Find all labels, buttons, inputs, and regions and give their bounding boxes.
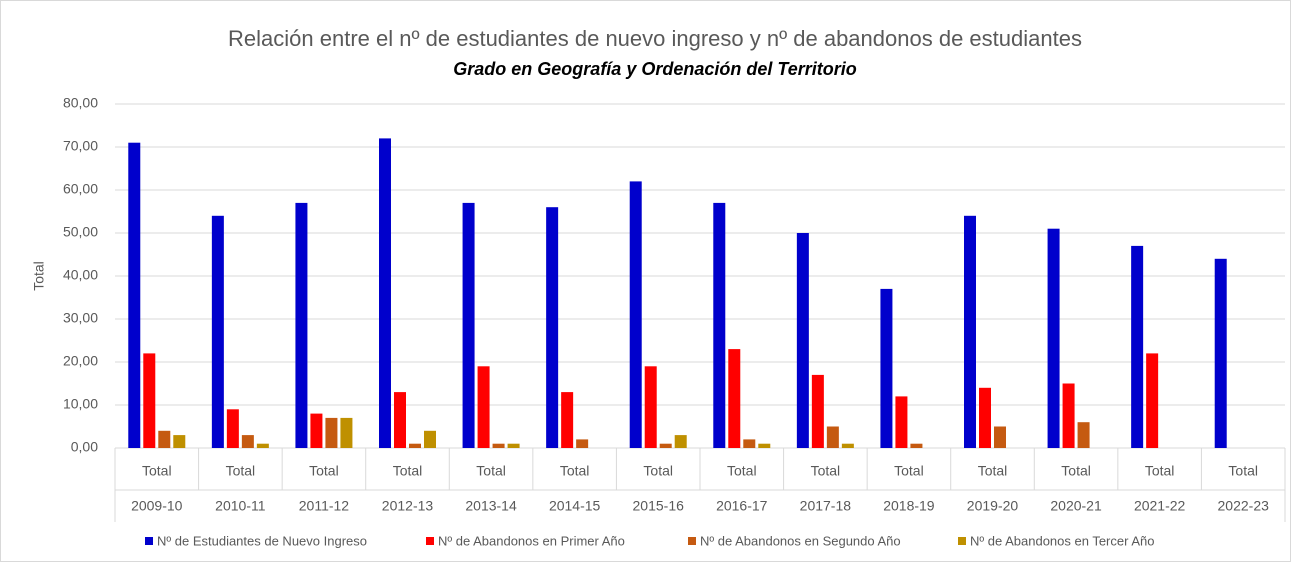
bar xyxy=(880,288,893,448)
bar xyxy=(576,439,589,448)
x-tick-label: 2020-21 xyxy=(1050,498,1102,514)
bar xyxy=(629,181,642,448)
legend-swatch xyxy=(145,537,153,545)
x-tick-label: 2019-20 xyxy=(967,498,1019,514)
bar xyxy=(546,207,559,448)
bar xyxy=(424,430,436,448)
x-tick-sublabel: Total xyxy=(1228,463,1258,479)
y-tick-label: 50,00 xyxy=(63,224,98,240)
legend-swatch xyxy=(426,537,434,545)
x-tick-label: 2017-18 xyxy=(800,498,852,514)
y-tick-label: 60,00 xyxy=(63,181,98,197)
bar xyxy=(462,202,475,448)
x-tick-sublabel: Total xyxy=(142,463,172,479)
y-tick-label: 10,00 xyxy=(63,396,98,412)
bar xyxy=(325,417,338,448)
chart-subtitle: Grado en Geografía y Ordenación del Terr… xyxy=(453,59,856,79)
bar xyxy=(1077,422,1090,448)
legend-label: Nº de Abandonos en Primer Año xyxy=(438,533,625,548)
bar xyxy=(226,409,239,448)
x-tick-label: 2009-10 xyxy=(131,498,183,514)
bar xyxy=(507,443,520,448)
bar xyxy=(895,396,908,448)
x-tick-label: 2018-19 xyxy=(883,498,935,514)
x-tick-label: 2014-15 xyxy=(549,498,601,514)
bar xyxy=(1146,353,1159,448)
x-tick-sublabel: Total xyxy=(1061,463,1091,479)
bar xyxy=(143,353,156,448)
bar xyxy=(310,413,323,448)
x-tick-sublabel: Total xyxy=(811,463,841,479)
bar xyxy=(340,417,353,448)
x-tick-label: 2015-16 xyxy=(633,498,685,514)
bar xyxy=(659,443,672,448)
bar xyxy=(173,435,186,448)
bar xyxy=(1062,383,1075,448)
x-tick-sublabel: Total xyxy=(309,463,339,479)
bar xyxy=(644,366,657,448)
chart-title: Relación entre el nº de estudiantes de n… xyxy=(228,26,1082,51)
bar xyxy=(964,215,976,448)
y-tick-label: 20,00 xyxy=(63,353,98,369)
bar xyxy=(674,435,687,448)
bar xyxy=(394,392,406,448)
bar xyxy=(256,443,269,448)
bar xyxy=(826,426,839,448)
y-tick-label: 70,00 xyxy=(63,138,98,154)
x-tick-sublabel: Total xyxy=(978,463,1008,479)
bar xyxy=(409,443,421,448)
y-axis-title: Total xyxy=(31,261,47,291)
bar xyxy=(295,202,308,448)
x-tick-label: 2021-22 xyxy=(1134,498,1186,514)
x-tick-sublabel: Total xyxy=(393,463,423,479)
bar xyxy=(492,443,505,448)
x-tick-label: 2013-14 xyxy=(465,498,517,514)
bar xyxy=(211,215,224,448)
bar xyxy=(910,443,923,448)
bar xyxy=(1131,245,1144,448)
bar xyxy=(979,387,991,448)
bar xyxy=(796,233,809,448)
bar xyxy=(158,430,171,448)
bar xyxy=(1214,258,1227,448)
x-tick-sublabel: Total xyxy=(727,463,757,479)
legend-label: Nº de Abandonos en Tercer Año xyxy=(970,533,1154,548)
legend-swatch xyxy=(688,537,696,545)
bar xyxy=(561,392,574,448)
bar xyxy=(477,366,490,448)
bar xyxy=(1047,228,1060,448)
bar xyxy=(728,349,741,448)
bar xyxy=(128,142,141,448)
bar xyxy=(743,439,756,448)
x-tick-sublabel: Total xyxy=(1145,463,1175,479)
x-tick-label: 2012-13 xyxy=(382,498,434,514)
x-tick-sublabel: Total xyxy=(560,463,590,479)
y-tick-label: 40,00 xyxy=(63,267,98,283)
x-tick-sublabel: Total xyxy=(226,463,256,479)
bar xyxy=(811,374,824,448)
y-tick-label: 30,00 xyxy=(63,310,98,326)
x-tick-sublabel: Total xyxy=(894,463,924,479)
bar xyxy=(758,443,771,448)
bar xyxy=(841,443,854,448)
legend-swatch xyxy=(958,537,966,545)
y-tick-label: 80,00 xyxy=(63,95,98,111)
bar xyxy=(379,138,391,448)
legend-label: Nº de Estudiantes de Nuevo Ingreso xyxy=(157,533,367,548)
y-tick-label: 0,00 xyxy=(71,439,98,455)
bar xyxy=(994,426,1006,448)
x-tick-label: 2010-11 xyxy=(215,498,266,514)
x-tick-sublabel: Total xyxy=(643,463,673,479)
x-tick-sublabel: Total xyxy=(476,463,506,479)
x-tick-label: 2011-12 xyxy=(299,498,350,514)
bar xyxy=(713,202,726,448)
bar xyxy=(241,435,254,448)
x-tick-label: 2016-17 xyxy=(716,498,768,514)
legend-label: Nº de Abandonos en Segundo Año xyxy=(700,533,901,548)
x-tick-label: 2022-23 xyxy=(1218,498,1270,514)
